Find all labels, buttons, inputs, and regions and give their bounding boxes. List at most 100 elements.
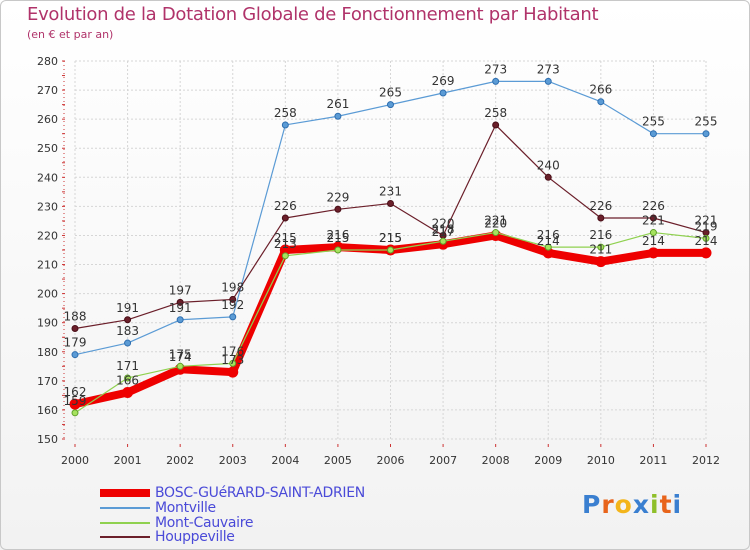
data-label: 273 [484, 62, 507, 76]
y-tick-label: 180 [37, 346, 58, 359]
legend-item-montville[interactable]: Montville [100, 500, 216, 516]
y-tick-label: 160 [37, 404, 58, 417]
data-label: 216 [537, 228, 560, 242]
data-point [124, 316, 132, 324]
data-label: 258 [484, 106, 507, 120]
data-label: 192 [221, 298, 244, 312]
data-label: 162 [64, 385, 87, 399]
legend-swatch [100, 536, 150, 538]
data-point [439, 237, 447, 245]
x-tick-label: 2002 [166, 454, 194, 467]
data-label: 258 [274, 106, 297, 120]
data-point [649, 214, 657, 222]
legend-swatch [100, 522, 150, 524]
data-label: 255 [695, 115, 718, 129]
x-tick-label: 2009 [534, 454, 562, 467]
x-tick-label: 2007 [429, 454, 457, 467]
data-label: 273 [537, 62, 560, 76]
logo-letter: r [601, 490, 615, 519]
data-point [595, 256, 607, 268]
data-label: 179 [64, 336, 87, 350]
data-label: 197 [169, 283, 192, 297]
logo-letter: P [582, 490, 602, 519]
y-tick-label: 260 [37, 113, 58, 126]
logo-letter: i [672, 490, 683, 519]
series-1 [71, 77, 710, 359]
data-point [387, 101, 394, 109]
proxiti-logo: Proxiti [582, 490, 682, 519]
data-point [71, 325, 79, 333]
data-label: 215 [274, 231, 297, 245]
x-tick-label: 2012 [692, 454, 720, 467]
data-point [281, 214, 289, 222]
data-label: 265 [379, 86, 402, 100]
x-tick-label: 2000 [61, 454, 89, 467]
data-label: 221 [695, 214, 718, 228]
data-label: 198 [221, 280, 244, 294]
data-point [229, 295, 237, 303]
data-point [700, 247, 712, 259]
chart-title: Evolution de la Dotation Globale de Fonc… [27, 4, 599, 25]
data-point [492, 121, 500, 129]
data-label: 220 [484, 216, 507, 230]
x-tick-label: 2010 [587, 454, 615, 467]
data-label: 217 [432, 225, 455, 239]
data-point [281, 252, 289, 260]
data-point [492, 229, 500, 237]
data-label: 226 [274, 199, 297, 213]
data-point [124, 374, 132, 382]
y-tick-label: 240 [37, 171, 58, 184]
data-label: 166 [116, 373, 139, 387]
data-point [439, 89, 447, 97]
data-label: 171 [116, 359, 139, 373]
data-point [176, 298, 184, 306]
data-label: 213 [274, 237, 297, 251]
legend-item-houppeville[interactable]: Houppeville [100, 529, 235, 545]
data-label: 215 [379, 231, 402, 245]
data-label: 226 [589, 199, 612, 213]
data-point [334, 246, 342, 254]
data-label: 176 [221, 344, 244, 358]
data-point [227, 366, 239, 378]
data-label: 173 [221, 353, 244, 367]
data-label: 191 [116, 301, 139, 315]
data-label: 220 [432, 216, 455, 230]
legend-item-bosc[interactable]: BOSC-GUéRARD-SAINT-ADRIEN [100, 485, 365, 501]
data-point [597, 98, 605, 106]
x-tick-label: 2006 [377, 454, 405, 467]
data-label: 214 [695, 234, 718, 248]
data-point [597, 243, 605, 251]
y-tick-label: 150 [37, 433, 58, 446]
legend-label: Mont-Cauvaire [155, 515, 254, 531]
logo-letter: o [614, 490, 633, 519]
logo-letter: t [659, 490, 673, 519]
data-label: 211 [589, 243, 612, 257]
data-label: 215 [326, 231, 349, 245]
data-label: 219 [695, 219, 718, 233]
data-label: 229 [326, 190, 349, 204]
data-label: 214 [642, 234, 665, 248]
legend-item-mont-cauvaire[interactable]: Mont-Cauvaire [100, 515, 254, 531]
data-point [647, 247, 659, 259]
data-label: 214 [537, 234, 560, 248]
x-tick-label: 2001 [114, 454, 142, 467]
chart-subtitle: (en € et par an) [27, 28, 114, 41]
data-point [544, 77, 552, 85]
data-label: 266 [589, 83, 612, 97]
data-label: 218 [432, 222, 455, 236]
data-point [544, 243, 552, 251]
data-point [176, 316, 184, 324]
data-point [597, 214, 605, 222]
data-point [702, 234, 710, 242]
x-tick-label: 2005 [324, 454, 352, 467]
data-point [71, 351, 79, 359]
data-point [649, 130, 657, 138]
data-point [387, 246, 394, 254]
data-label: 191 [169, 301, 192, 315]
y-tick-label: 280 [37, 55, 58, 68]
y-tick-label: 220 [37, 229, 58, 242]
legend-label: BOSC-GUéRARD-SAINT-ADRIEN [155, 485, 365, 501]
data-point [334, 112, 342, 120]
data-label: 183 [116, 324, 139, 338]
data-point [69, 398, 81, 410]
